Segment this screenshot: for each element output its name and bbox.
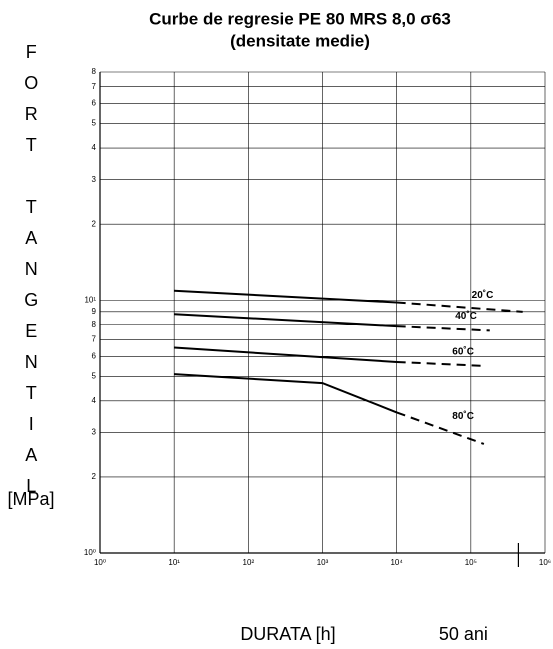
y-tick-label: 8 — [92, 67, 97, 76]
regression-line — [174, 289, 397, 304]
y-axis-unit: [MPa] — [7, 489, 54, 509]
chart-subtitle: (densitate medie) — [230, 31, 370, 50]
x-tick-label: 10⁰ — [94, 558, 106, 567]
marker-label: 50 ani — [439, 624, 488, 644]
y-tick-label: 4 — [92, 143, 97, 152]
regression-line — [174, 373, 398, 414]
y-tick-label: 2 — [92, 219, 97, 228]
x-tick-label: 10¹ — [168, 558, 180, 567]
y-tick-label: 5 — [92, 119, 97, 128]
series-label: 40˚C — [455, 310, 477, 322]
x-tick-label: 10⁴ — [390, 558, 403, 567]
y-tick-label: 4 — [92, 396, 97, 405]
y-tick-label: 3 — [92, 175, 97, 184]
x-tick-label: 10⁶ — [539, 558, 551, 567]
series-label: 60˚C — [452, 346, 474, 358]
y-tick-label: 6 — [92, 351, 97, 360]
y-tick-label: 10¹ — [84, 295, 96, 304]
extrapolated-line — [396, 301, 523, 313]
y-tick-label: 10⁰ — [84, 548, 96, 557]
extrapolated-line — [396, 411, 485, 445]
x-axis-label: DURATA [h] — [240, 624, 335, 644]
y-axis-label: FORT TANGENTIAL — [21, 42, 41, 507]
y-tick-label: 7 — [92, 82, 97, 91]
y-tick-label: 8 — [92, 320, 97, 329]
extrapolated-line — [396, 325, 490, 332]
y-tick-label: 3 — [92, 428, 97, 437]
y-tick-label: 7 — [92, 335, 97, 344]
x-tick-label: 10² — [243, 558, 255, 567]
x-tick-label: 10⁵ — [465, 558, 477, 567]
regression-line — [174, 313, 397, 328]
series-label: 80˚C — [452, 410, 474, 422]
y-tick-label: 2 — [92, 472, 97, 481]
regression-line — [174, 346, 397, 363]
y-tick-label: 5 — [92, 371, 97, 380]
y-tick-label: 6 — [92, 99, 97, 108]
series-label: 20˚C — [472, 289, 494, 301]
x-tick-label: 10³ — [317, 558, 329, 567]
y-tick-label: 9 — [92, 307, 97, 316]
chart-title: Curbe de regresie PE 80 MRS 8,0 σ63 — [149, 9, 451, 28]
